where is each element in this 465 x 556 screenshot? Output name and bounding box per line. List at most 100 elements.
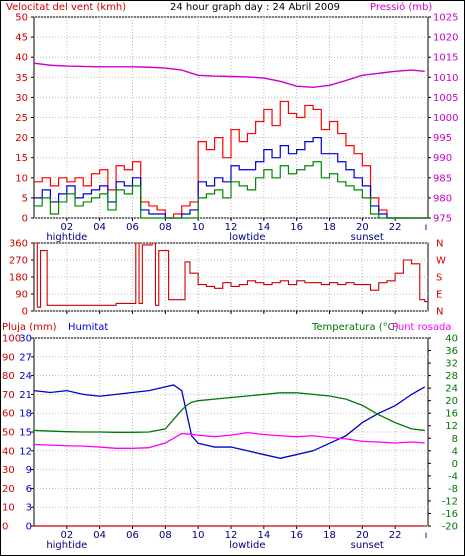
p1-xlabel-04: 04: [93, 222, 106, 233]
wind-gust-series: [34, 100, 428, 219]
p3-xlabel-16: 16: [290, 530, 303, 541]
p3-temp-label-20: 20: [445, 396, 458, 407]
p3-temp-label-8: 8: [452, 434, 458, 445]
p3-rain-label-40: 40: [2, 446, 15, 457]
p3-xlabel-08: 08: [159, 530, 172, 541]
p1-xlabel-10: 10: [192, 222, 205, 233]
p1-ylabel-30: 30: [15, 93, 28, 104]
p3-temp-label-12: 12: [445, 421, 458, 432]
p1-marker-lowtide: lowtide: [229, 232, 265, 243]
humidity-label: Humitat: [68, 322, 108, 333]
p1-ylabel-20: 20: [15, 133, 28, 144]
p1-y2label-1020: 1020: [433, 33, 458, 44]
p3-temp-label--16: -16: [442, 509, 458, 520]
p1-y2label-985: 985: [433, 173, 452, 184]
wind-speed-label: Velocitat del vent (kmh): [6, 2, 126, 13]
dewpoint-label: Punt rosada: [392, 322, 451, 333]
p3-temp-label-32: 32: [445, 359, 458, 370]
p1-xlabel-06: 06: [126, 222, 139, 233]
p1-ylabel-15: 15: [15, 153, 28, 164]
humidity-series: [33, 384, 426, 459]
p1-xlabel-14: 14: [257, 222, 270, 233]
p3-temp-label-36: 36: [445, 346, 458, 357]
p1-y2label-1005: 1005: [433, 93, 458, 104]
p3-rain-label-10: 10: [2, 503, 15, 514]
p1-xlabel-22: 22: [389, 222, 402, 233]
p3-xlabel-02: 02: [60, 530, 73, 541]
p2-compass-4: N: [436, 239, 443, 250]
p1-y2label-1015: 1015: [433, 53, 458, 64]
p3-hum-label-4: 12: [19, 446, 32, 457]
p3-rain-label-20: 20: [2, 484, 15, 495]
p3-xlabel-12: 12: [225, 530, 238, 541]
graph-title: 24 hour graph day : 24 Abril 2009: [170, 2, 340, 13]
p3-xlabel-22: 22: [389, 530, 402, 541]
wind-direction-series: [34, 242, 428, 308]
p3-rain-label-70: 70: [2, 390, 15, 401]
p1-ylabel-50: 50: [15, 13, 28, 24]
p3-rain-label-50: 50: [2, 428, 15, 439]
p3-temp-label-28: 28: [445, 371, 458, 382]
p3-hum-label-1: 3: [26, 503, 32, 514]
rain-label: Pluja (mm): [2, 322, 57, 333]
p1-xlabel-18: 18: [323, 222, 336, 233]
p3-xlabel-04: 04: [93, 530, 106, 541]
p2-ylabel-180: 180: [9, 273, 28, 284]
p1-xlabel-12: 12: [225, 222, 238, 233]
p3-temp-label--20: -20: [442, 522, 458, 533]
p1-y2label-1025: 1025: [433, 13, 458, 24]
p1-ylabel-25: 25: [15, 113, 28, 124]
p3-xlabel-20: 20: [356, 530, 369, 541]
p1-marker-hightide: hightide: [46, 232, 87, 243]
p1-xlabel-02: 02: [60, 222, 73, 233]
p1-y2label-1000: 1000: [433, 113, 458, 124]
p3-hum-label-3: 9: [26, 465, 32, 476]
p3-temp-label-40: 40: [445, 334, 458, 345]
p3-temp-label--12: -12: [442, 496, 458, 507]
p3-xlabel-06: 06: [126, 530, 139, 541]
p1-xlabel-08: 08: [159, 222, 172, 233]
p1-ylabel-10: 10: [15, 173, 28, 184]
p3-hum-label-0: 0: [26, 522, 32, 533]
p3-hum-label-6: 18: [19, 409, 32, 420]
p3-xlabel-10: 10: [192, 530, 205, 541]
p1-y2label-980: 980: [433, 193, 452, 204]
p3-hum-label-5: 15: [19, 428, 32, 439]
dewpoint-series: [33, 431, 425, 449]
wind-pressure-panel: 0510152025303540455097598098599099510001…: [15, 13, 458, 244]
p3-rain-label-100: 100: [2, 334, 21, 345]
p1-ylabel-35: 35: [15, 73, 28, 84]
pressure-series: [33, 62, 425, 89]
p3-marker-hightide: hightide: [46, 540, 87, 551]
p2-compass-1: E: [436, 290, 442, 301]
p3-rain-label-60: 60: [2, 409, 15, 420]
p1-ylabel-45: 45: [15, 33, 28, 44]
p3-hum-label-10: 30: [19, 334, 32, 345]
p1-y2label-1010: 1010: [433, 73, 458, 84]
p3-hum-label-9: 27: [19, 352, 32, 363]
p1-xlabel-16: 16: [290, 222, 303, 233]
wind-min-series: [34, 161, 428, 219]
p3-temp-label--4: -4: [448, 471, 458, 482]
p1-y2label-975: 975: [433, 214, 452, 225]
p1-marker-sunset: sunset: [351, 232, 384, 243]
p3-temp-label-24: 24: [445, 384, 458, 395]
p1-y2label-995: 995: [433, 133, 452, 144]
p3-rain-label-90: 90: [2, 352, 15, 363]
p1-ylabel-40: 40: [15, 53, 28, 64]
p3-marker-lowtide: lowtide: [229, 540, 265, 551]
p3-temp-label-4: 4: [452, 446, 458, 457]
p3-temp-label--8: -8: [448, 484, 458, 495]
p3-hum-label-8: 24: [19, 371, 32, 382]
p1-xlabel-end: ı: [425, 222, 428, 233]
temperature-label: Temperatura (°C): [311, 322, 399, 333]
p3-xlabel-18: 18: [323, 530, 336, 541]
p3-hum-label-2: 6: [26, 484, 32, 495]
p3-temp-label-0: 0: [452, 459, 458, 470]
pressure-label: Pressió (mb): [370, 1, 432, 13]
p1-xlabel-20: 20: [356, 222, 369, 233]
wind-direction-panel: 0 N 90 E 180 S 270 W 360 N: [9, 239, 446, 318]
